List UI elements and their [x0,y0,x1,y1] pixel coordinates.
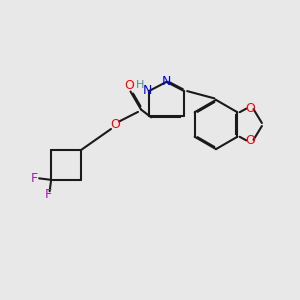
Text: O: O [111,118,120,131]
Text: O: O [245,102,255,115]
Text: F: F [45,188,52,201]
Text: O: O [245,134,255,147]
Text: N: N [162,75,171,88]
Text: O: O [124,79,134,92]
Text: N: N [142,84,152,97]
Text: H: H [136,80,145,89]
Text: F: F [31,172,38,185]
